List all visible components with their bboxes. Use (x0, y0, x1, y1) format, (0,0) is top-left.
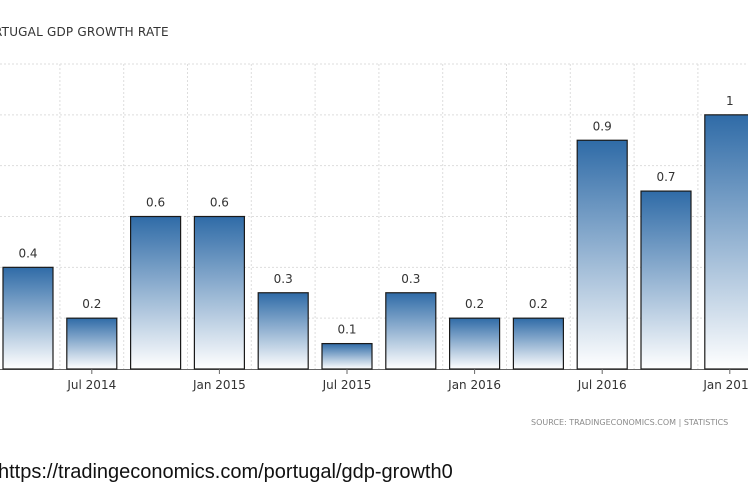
data-label-4: 0.3 (274, 272, 293, 286)
data-label-6: 0.3 (401, 272, 420, 286)
bar-jul-2015 (321, 342, 373, 370)
data-labels: 0.4 0.2 0.6 0.6 0.3 0.1 0.3 0.2 0.2 0.9 0.7 1 (18, 94, 733, 337)
bar-apr-2015 (257, 292, 309, 370)
bar-apr-2016 (512, 317, 565, 370)
bar-oct-2015 (385, 292, 437, 370)
data-label-5: 0.1 (337, 323, 356, 337)
source-credit: SOURCE: TRADINGECONOMICS.COM | STATISTIC… (531, 418, 729, 427)
data-label-9: 0.9 (593, 119, 612, 133)
tick-label-jul-2016: Jul 2016 (577, 378, 627, 392)
data-label-8: 0.2 (529, 297, 548, 311)
data-label-3: 0.6 (210, 196, 229, 210)
source-url: https://tradingeconomics.com/portugal/gd… (0, 461, 453, 483)
bar-jan-2016 (449, 317, 501, 370)
bar-jan-2015 (193, 215, 245, 370)
data-label-2: 0.6 (146, 196, 165, 210)
bar-jul-2014 (66, 317, 118, 370)
tick-label-jan-2016: Jan 2016 (447, 378, 501, 392)
tick-label-jul-2015: Jul 2015 (322, 378, 372, 392)
bar-oct-2016 (640, 190, 692, 370)
data-label-11: 1 (726, 94, 734, 108)
bar-oct-2014 (130, 215, 182, 370)
bar-jul-2016 (576, 139, 628, 370)
data-label-0: 0.4 (18, 246, 37, 260)
chart-title: RTUGAL GDP GROWTH RATE (0, 25, 169, 39)
data-label-1: 0.2 (82, 297, 101, 311)
tick-label-jul-2014: Jul 2014 (66, 378, 116, 392)
tick-label-jan-2017: Jan 2017 (702, 378, 748, 392)
tick-label-jan-2015: Jan 2015 (192, 378, 246, 392)
bars (2, 114, 748, 370)
bar-apr-2014 (2, 266, 54, 370)
x-axis-ticks: Jul 2014 Jan 2015 Jul 2015 Jan 2016 Jul 2016… (66, 369, 748, 392)
bar-jan-2017 (704, 114, 748, 370)
data-label-7: 0.2 (465, 297, 484, 311)
data-label-10: 0.7 (656, 170, 675, 184)
